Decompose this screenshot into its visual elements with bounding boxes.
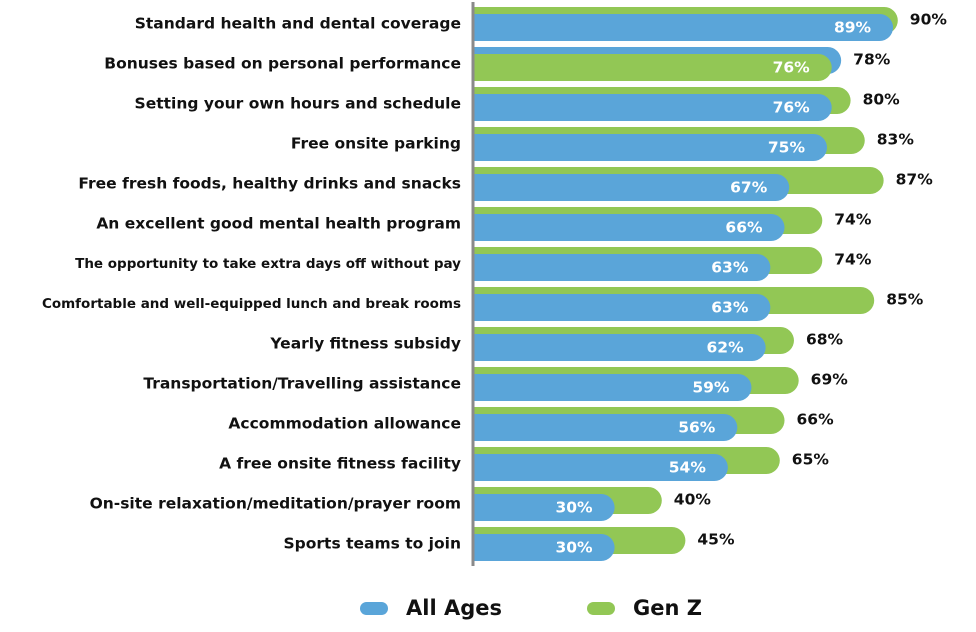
data-label-gen-z-6: 74% — [834, 251, 872, 269]
category-label-8: Yearly fitness subsidy — [269, 335, 461, 353]
data-label-all-ages-13: 30% — [555, 539, 593, 557]
category-label-11: A free onsite fitness facility — [219, 455, 461, 473]
data-label-all-ages-4: 67% — [730, 179, 768, 197]
legend-label-gen-z: Gen Z — [633, 596, 702, 620]
bar-all-ages-12 — [473, 494, 615, 521]
bars-layer: 89% 90% 76% 78% 76% 80% 75% 83% 67% 87% 66% 74% 63% 7… — [473, 7, 947, 561]
category-label-1: Bonuses based on personal performance — [104, 55, 461, 73]
bar-all-ages-9 — [473, 374, 752, 401]
category-label-9: Transportation/Travelling assistance — [143, 375, 461, 393]
data-label-all-ages-11: 54% — [669, 459, 707, 477]
legend-item-gen-z: Gen Z — [587, 596, 702, 620]
data-label-gen-z-5: 74% — [834, 211, 872, 229]
category-label-3: Free onsite parking — [291, 135, 461, 153]
legend-label-all-ages: All Ages — [406, 596, 502, 620]
category-label-5: An excellent good mental health program — [96, 215, 461, 233]
bar-all-ages-4 — [473, 174, 790, 201]
data-label-gen-z-3: 83% — [877, 131, 915, 149]
data-label-all-ages-6: 63% — [711, 259, 749, 277]
category-labels: Standard health and dental coverage Bonus… — [42, 15, 461, 553]
data-label-gen-z-12: 40% — [674, 491, 712, 509]
data-label-gen-z-11: 65% — [792, 451, 830, 469]
data-label-all-ages-9: 59% — [692, 379, 730, 397]
data-label-all-ages-5: 66% — [725, 219, 763, 237]
legend-swatch-gen-z — [587, 601, 615, 615]
legend-item-all-ages: All Ages — [360, 596, 502, 620]
category-label-0: Standard health and dental coverage — [135, 15, 461, 33]
data-label-all-ages-0: 89% — [834, 19, 872, 37]
legend: All Ages Gen Z — [0, 596, 976, 626]
bar-all-ages-13 — [473, 534, 615, 561]
data-label-all-ages-12: 30% — [555, 499, 593, 517]
category-label-13: Sports teams to join — [283, 535, 461, 553]
bar-all-ages-3 — [473, 134, 827, 161]
category-label-4: Free fresh foods, healthy drinks and sna… — [78, 175, 461, 193]
data-label-gen-z-4: 87% — [896, 171, 934, 189]
bar-all-ages-2 — [473, 94, 832, 121]
bar-chart: 89% 90% 76% 78% 76% 80% 75% 83% 67% 87% 66% 74% 63% 7… — [42, 2, 947, 566]
bar-all-ages-7 — [473, 294, 771, 321]
data-label-all-ages-7: 63% — [711, 299, 749, 317]
data-label-gen-z-2: 80% — [863, 91, 901, 109]
data-label-all-ages-1: 78% — [853, 51, 891, 69]
category-label-12: On-site relaxation/meditation/prayer roo… — [90, 495, 461, 513]
bar-all-ages-6 — [473, 254, 771, 281]
data-label-gen-z-9: 69% — [811, 371, 849, 389]
bar-all-ages-10 — [473, 414, 738, 441]
category-label-2: Setting your own hours and schedule — [135, 95, 461, 113]
bar-all-ages-8 — [473, 334, 766, 361]
data-label-all-ages-3: 75% — [768, 139, 806, 157]
category-label-7: Comfortable and well-equipped lunch and … — [42, 296, 461, 312]
data-label-gen-z-0: 90% — [910, 11, 948, 29]
legend-swatch-all-ages — [360, 601, 388, 615]
bar-all-ages-11 — [473, 454, 728, 481]
data-label-gen-z-13: 45% — [697, 531, 735, 549]
category-label-6: The opportunity to take extra days off w… — [75, 256, 461, 272]
data-label-all-ages-2: 76% — [773, 99, 811, 117]
data-label-gen-z-8: 68% — [806, 331, 844, 349]
data-label-gen-z-10: 66% — [797, 411, 835, 429]
data-label-all-ages-8: 62% — [707, 339, 745, 357]
category-label-10: Accommodation allowance — [228, 415, 461, 433]
data-label-gen-z-7: 85% — [886, 291, 924, 309]
data-label-all-ages-10: 56% — [678, 419, 716, 437]
data-label-gen-z-1: 76% — [773, 59, 811, 77]
bar-gen-z-1 — [473, 54, 832, 81]
bar-all-ages-0 — [473, 14, 894, 41]
bar-all-ages-5 — [473, 214, 785, 241]
